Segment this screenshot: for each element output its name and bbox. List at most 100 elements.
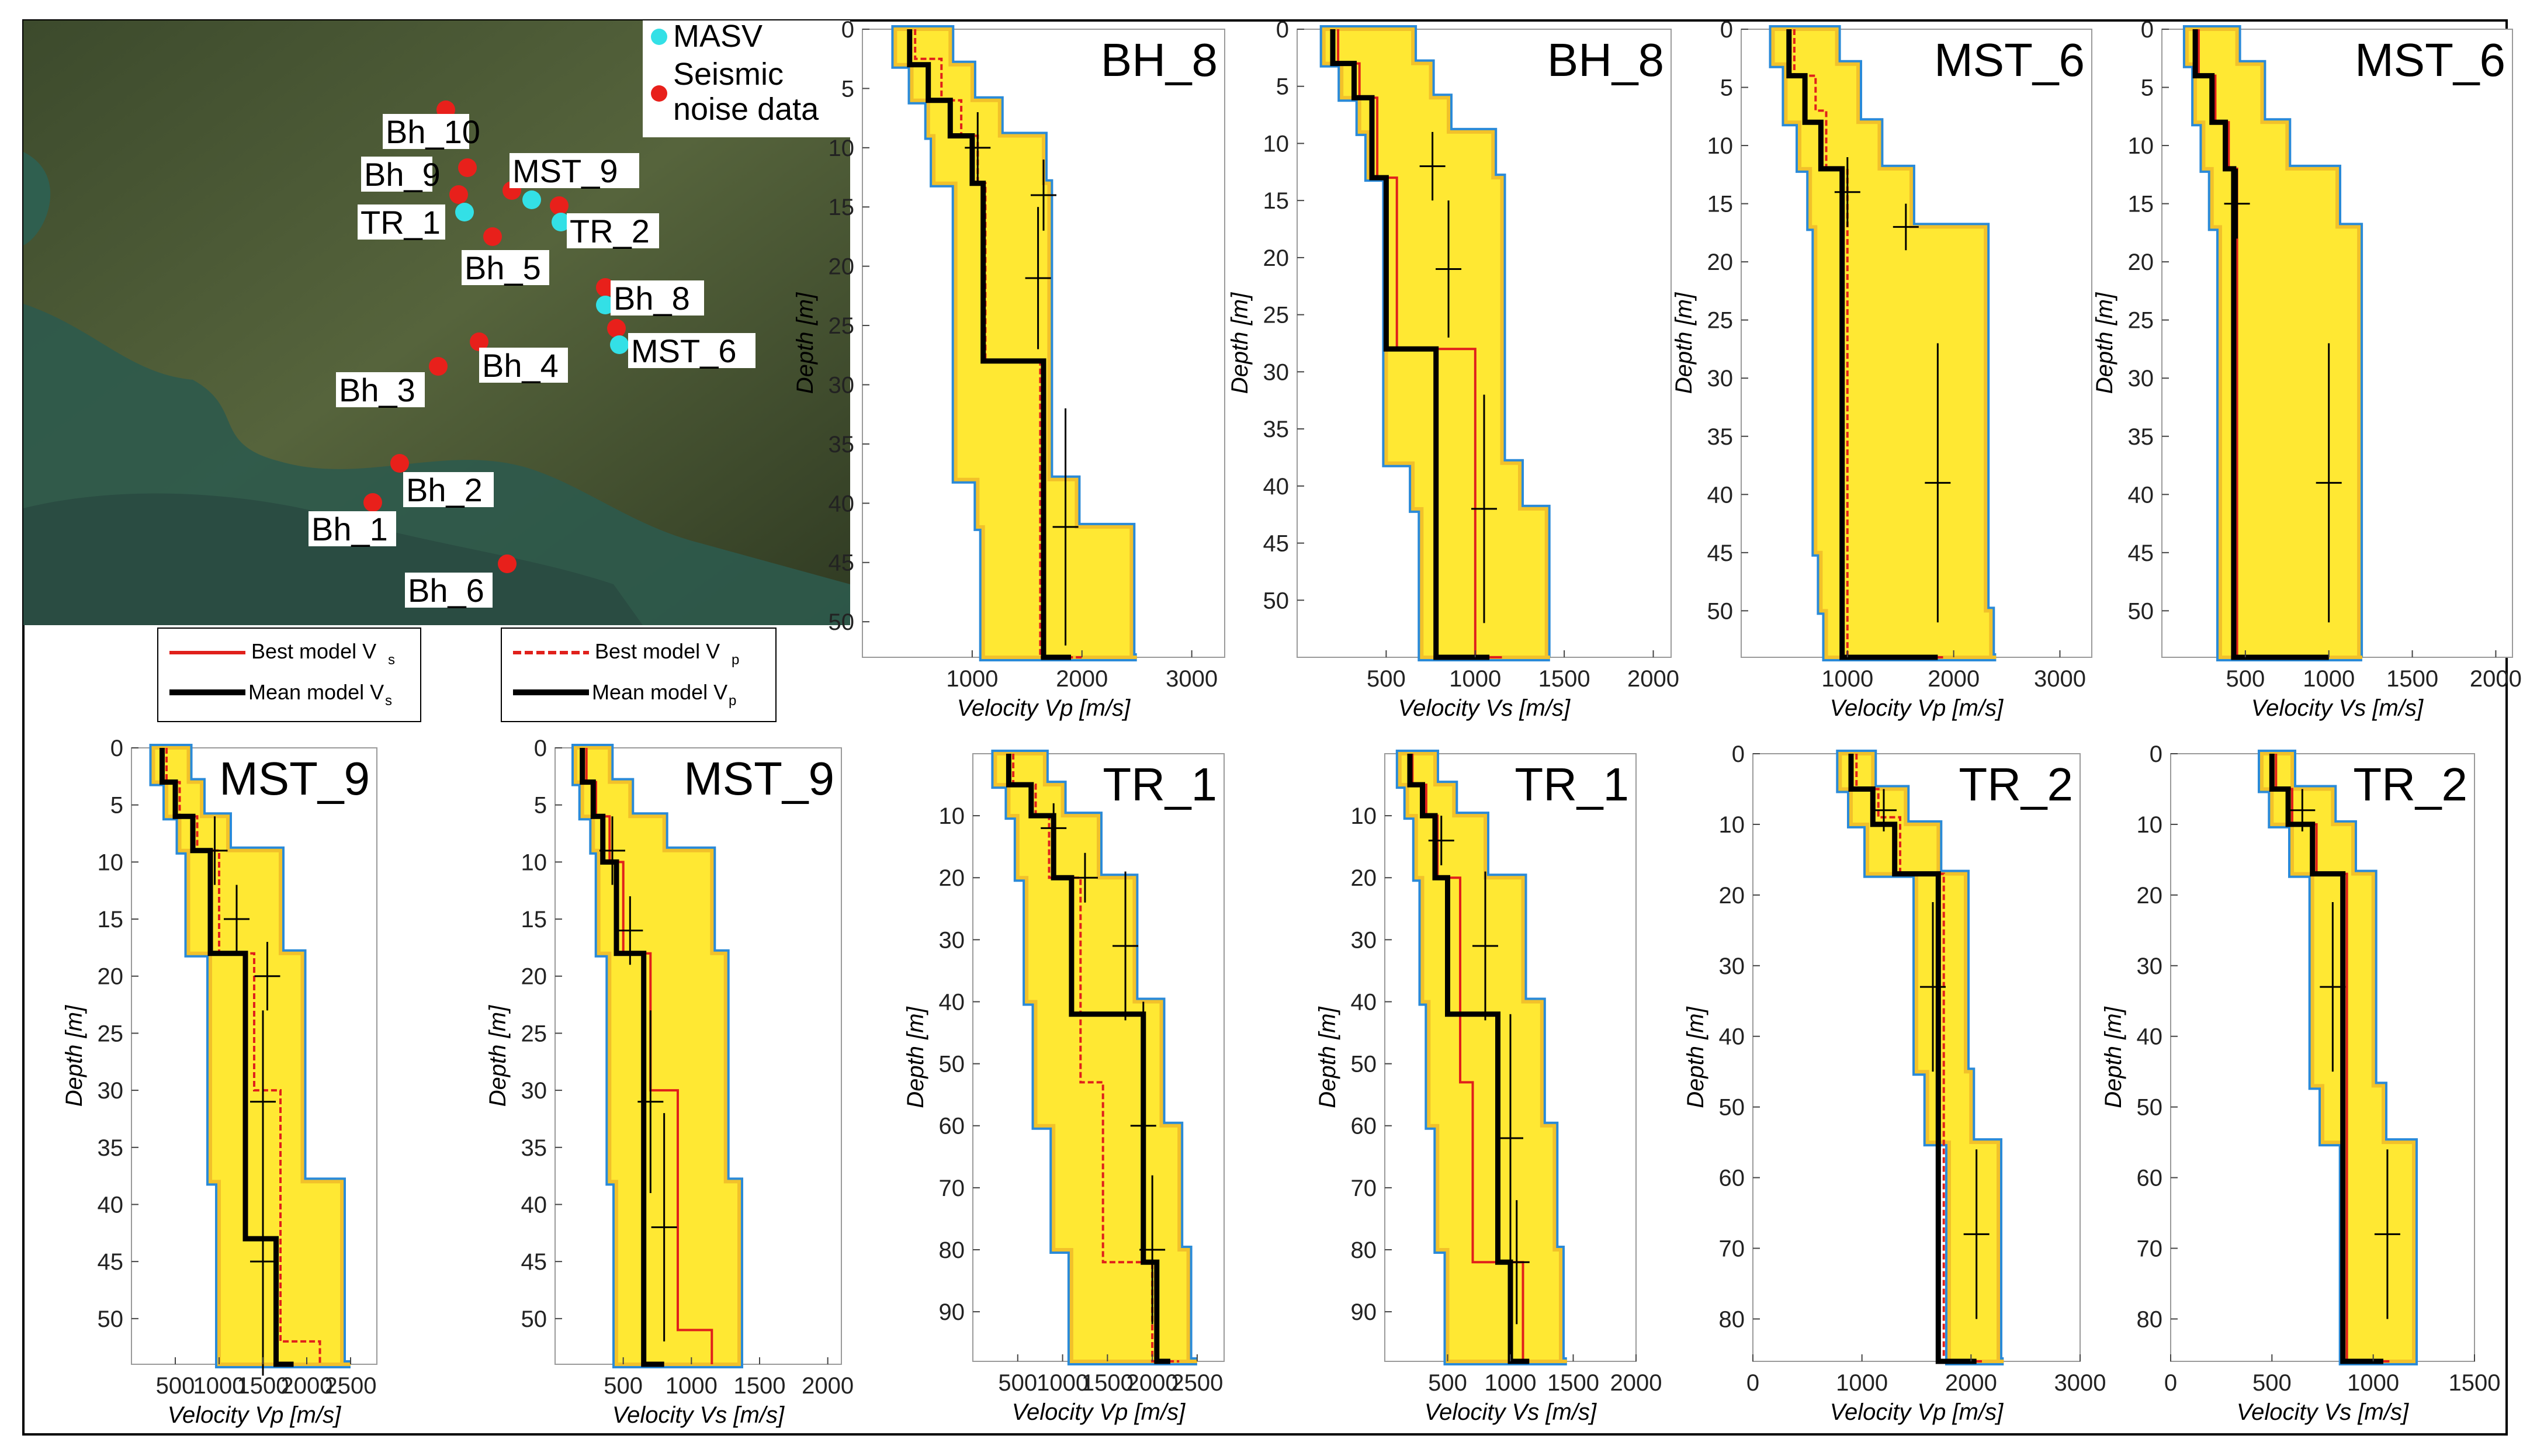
y-axis-label: Depth [m] (1671, 292, 1697, 394)
seismic-point (596, 278, 615, 297)
y-tick-label: 30 (1351, 927, 1377, 953)
best-model-legend-sub: s (388, 652, 395, 668)
mean-model-legend-sub: s (385, 693, 392, 709)
y-tick-label: 45 (98, 1249, 124, 1275)
y-tick-label: 40 (2137, 1024, 2163, 1050)
model-legend-box (157, 628, 421, 722)
site-label-box (361, 157, 432, 192)
site-label: Bh_10 (386, 113, 480, 150)
y-tick-label: 80 (2137, 1306, 2163, 1332)
mean-model-line (907, 29, 1071, 660)
x-tick-label: 1500 (2386, 666, 2438, 692)
y-tick-label: 45 (1263, 531, 1290, 557)
best-model-line (165, 748, 321, 1364)
x-tick-label: 1500 (237, 1373, 289, 1399)
y-axis-label: Depth [m] (1227, 292, 1253, 394)
x-tick-label: 1000 (666, 1373, 718, 1399)
site-label-box (462, 250, 549, 285)
y-tick-label: 15 (2128, 192, 2154, 217)
y-tick-label: 35 (1707, 424, 1734, 450)
best-model-legend-label: Best model V (595, 639, 720, 663)
y-tick-label: 50 (2128, 598, 2154, 624)
x-tick-label: 500 (1367, 666, 1406, 692)
best-model-line (585, 748, 713, 1364)
y-tick-label: 45 (2128, 540, 2154, 566)
y-tick-label: 5 (1276, 74, 1289, 100)
mean-model-legend-label: Mean model V (592, 680, 727, 704)
x-tick-label: 1500 (1538, 666, 1590, 692)
x-axis-label: Velocity Vp [m/s] (1830, 1399, 2004, 1425)
y-tick-label: 5 (534, 793, 547, 819)
chart-title: TR_2 (1959, 758, 2073, 810)
x-tick-label: 1000 (1037, 1370, 1089, 1396)
site-label: Bh_9 (364, 156, 441, 193)
y-tick-label: 10 (521, 850, 547, 875)
best-model-legend-label: Best model V (251, 639, 376, 663)
y-tick-label: 0 (841, 17, 854, 43)
seismic-point (449, 185, 468, 204)
y-tick-label: 50 (829, 609, 855, 635)
y-tick-label: 35 (829, 432, 855, 457)
model-legend-box (501, 628, 777, 722)
y-tick-label: 80 (1719, 1306, 1745, 1332)
seismic-legend-label-1: Seismic (673, 57, 784, 92)
y-tick-label: 30 (829, 372, 855, 398)
chart-tr_2-vp: 0 10 20 30 40 50 60 70 80 0 1000 2000 3000 TR_2 Depth … (1683, 741, 2106, 1425)
x-tick-label: 500 (2226, 666, 2265, 692)
x-tick-label: 1000 (946, 666, 998, 692)
y-tick-label: 50 (1351, 1052, 1377, 1077)
site-label-box (479, 348, 568, 383)
chart-title: BH_8 (1547, 34, 1664, 86)
x-tick-label: 2000 (2470, 666, 2522, 692)
mean-model-line (580, 748, 664, 1367)
site-label: Bh_2 (406, 472, 483, 508)
y-tick-label: 30 (1707, 366, 1734, 391)
y-tick-label: 35 (1263, 417, 1290, 442)
chart-bh_8-vs: 0 5 10 15 20 25 30 35 40 45 50 500 1000 1500 2000 BH_8 D… (1227, 17, 1679, 721)
mean-model-line (2192, 29, 2329, 660)
seismic-point (363, 493, 382, 512)
site-label-box (358, 204, 445, 240)
y-tick-label: 10 (98, 850, 124, 875)
site-label-box (403, 472, 494, 507)
seismic-point (550, 196, 569, 215)
y-tick-label: 50 (939, 1052, 965, 1077)
y-tick-label: 35 (521, 1135, 547, 1161)
x-tick-label: 0 (1746, 1370, 1759, 1396)
y-tick-label: 10 (2137, 812, 2163, 838)
y-tick-label: 30 (2137, 954, 2163, 979)
x-tick-label: 500 (1428, 1370, 1467, 1396)
chart-title: MST_9 (219, 753, 370, 805)
x-tick-label: 500 (604, 1373, 643, 1399)
x-axis-label: Velocity Vs [m/s] (2251, 695, 2424, 721)
x-tick-label: 2500 (325, 1373, 377, 1399)
y-tick-label: 70 (1351, 1176, 1377, 1201)
y-tick-label: 5 (1720, 75, 1733, 101)
x-tick-label: 2500 (1171, 1370, 1223, 1396)
chart-title: MST_6 (1934, 34, 2085, 86)
model-envelope (2185, 27, 2362, 659)
y-axis-label: Depth [m] (61, 1005, 87, 1107)
x-tick-label: 1500 (1547, 1370, 1599, 1396)
site-label: TR_1 (361, 204, 441, 241)
masv-point (455, 203, 474, 221)
model-envelope (993, 752, 1197, 1363)
y-tick-label: 15 (98, 907, 124, 932)
y-tick-label: 25 (2128, 308, 2154, 334)
y-tick-label: 10 (2128, 133, 2154, 159)
y-axis-label: Depth [m] (2101, 1006, 2126, 1108)
x-axis-label: Velocity Vp [m/s] (957, 695, 1131, 721)
site-label-box (309, 511, 396, 546)
y-tick-label: 15 (1263, 188, 1290, 214)
chart-mst_6-vp: 0 5 10 15 20 25 30 35 40 45 50 1000 2000 3000 MST_6 Dep… (1671, 17, 2092, 721)
x-tick-label: 500 (2252, 1370, 2292, 1396)
y-tick-label: 90 (1351, 1299, 1377, 1325)
x-tick-label: 2000 (1928, 666, 1980, 692)
site-map: MASV Seismic noise data Bh_10 Bh_9 MST_9 TR… (23, 19, 850, 625)
mean-model-line (1330, 29, 1490, 660)
y-tick-label: 10 (1263, 131, 1290, 157)
site-label-box (567, 213, 659, 248)
x-tick-label: 2000 (1610, 1370, 1662, 1396)
